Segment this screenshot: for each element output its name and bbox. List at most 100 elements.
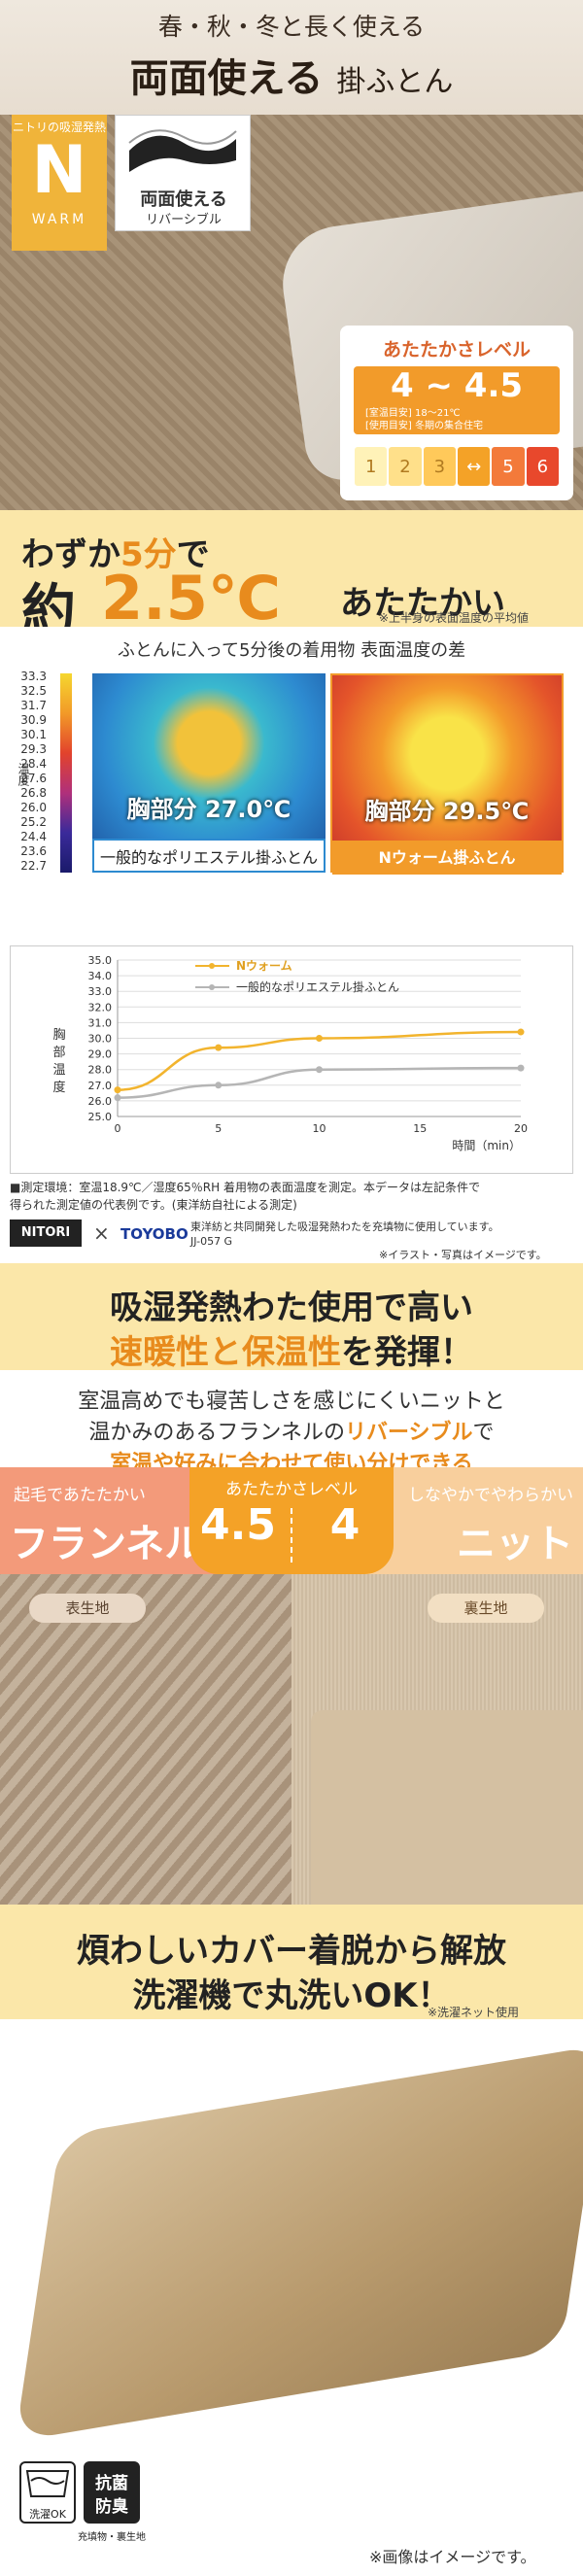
warmth-compare-divider <box>291 1508 292 1563</box>
nwarm-logo-icon: N <box>31 132 87 209</box>
warmth-scale: 1 2 3 ↔ 5 6 <box>354 446 560 487</box>
antibacterial-icon: 抗菌 防臭 <box>84 2461 140 2524</box>
image-note: ※イラスト・写真はイメージです。 <box>379 1249 547 1261</box>
chart-legend-marker <box>209 984 215 990</box>
headline-warm: あたたかい <box>340 584 505 623</box>
chart-y-label-char: 胸 <box>52 1028 65 1043</box>
headline-wash-section: 煩わしいカバー着脱から解放 洗濯機で丸洗いOK！ ※洗濯ネット使用 <box>0 1905 583 2019</box>
warmth-scale-cell: 3 <box>422 446 457 487</box>
chart-point <box>215 1044 223 1051</box>
front-fabric-tag: 表生地 <box>29 1594 146 1623</box>
warmth-scale-cell: ↔ <box>456 446 492 487</box>
measure-note-line1: ■測定環境：室温18.9℃／湿度65％RH 着用物の表面温度を測定。本データは左… <box>10 1181 480 1194</box>
reversible-line1: 両面使える <box>140 189 227 210</box>
temperature-scale-label: 27.6 <box>20 772 47 785</box>
measure-note: ■測定環境：室温18.9℃／湿度65％RH 着用物の表面温度を測定。本データは左… <box>10 1179 573 1214</box>
wash-ok-label: 洗濯OK <box>29 2508 66 2521</box>
warmth-compare-left: 4.5 <box>200 1500 276 1550</box>
chart-frame: 35.0 34.0 33.0 32.0 31.0 30.0 29.0 28.0 27.0 26.0… <box>10 945 573 1174</box>
reversible-desc-2b: で <box>472 1421 495 1445</box>
chart-y-tick: 25.0 <box>88 1111 113 1123</box>
antibacterial-caption: 充填物・裏生地 <box>78 2532 146 2543</box>
chart-legend-marker <box>209 963 215 969</box>
nitori-logo: NITORI <box>10 1219 82 1247</box>
toyobo-logo: TOYOBO <box>120 1225 189 1243</box>
moisture-headline-hl: 速暖性と保温性 <box>110 1333 341 1370</box>
reversible-desc-1: 室温高めでも寝苦しさを感じにくいニットと <box>78 1390 505 1414</box>
measure-note-line2: 得られた測定値の代表例です。(東洋紡自社による測定) <box>10 1198 297 1212</box>
temperature-scale-label: 30.9 <box>20 713 47 727</box>
wash-headline-1: 煩わしいカバー着脱から解放 <box>77 1932 506 1971</box>
headline-moisture-section: 吸湿発熱わた使用で高い 速暖性と保温性を発揮！ <box>0 1263 583 1370</box>
warmth-compare-badge: あたたかさレベル 4.5 4 <box>189 1467 394 1574</box>
reversible-desc-section: 室温高めでも寝苦しさを感じにくいニットと 温かみのあるフランネルのリバーシブルで… <box>0 1370 583 1467</box>
chart-y-tick: 27.0 <box>88 1080 113 1092</box>
chart-y-tick: 35.0 <box>88 954 113 967</box>
chart-point <box>316 1066 323 1074</box>
flannel-title: フランネル <box>10 1522 204 1566</box>
moisture-headline-1: 吸湿発熱わた使用で高い <box>110 1288 473 1327</box>
thermography-general-value: 胸部分 27.0℃ <box>126 796 292 823</box>
reversible-badge: 両面使える リバーシブル <box>115 115 251 231</box>
hero-title: 両面使える 掛ふとん <box>0 47 583 103</box>
warmth-scale-cell: 2 <box>388 446 423 487</box>
chart-series-line <box>117 1066 522 1099</box>
temperature-scale-label: 30.1 <box>20 728 47 741</box>
warmth-level-panel: あたたかさレベル 4 ~ 4.5 [室温目安] 18～21℃ [使用目安] 冬期… <box>340 326 573 500</box>
warmth-level-value: 4 ~ 4.5 <box>390 366 524 405</box>
headline-temp: 2.5℃ <box>101 563 281 627</box>
wash-headline-note: ※洗濯ネット使用 <box>428 2006 520 2019</box>
knit-fabric-fold <box>311 1710 583 1905</box>
toyobo-note: 東洋紡と共同開発した吸湿発熱わたを充填物に使用しています。 JJ-057 G <box>190 1219 499 1249</box>
temperature-scale-label: 25.2 <box>20 815 47 829</box>
image-note-bottom: ※画像はイメージです。 <box>369 2548 536 2566</box>
hero-title-main: 両面使える <box>129 56 324 101</box>
toyobo-note-line2: JJ-057 G <box>190 1235 233 1248</box>
reversible-desc-2: 温かみのあるフランネルのリバーシブルで <box>0 1415 583 1446</box>
thermography-nwarm-value: 胸部分 29.5℃ <box>364 798 530 825</box>
warmth-note-room: [室温目安] 18～21℃ <box>365 408 461 419</box>
antibacterial-label: 抗菌 <box>95 2474 128 2493</box>
reversible-desc-2a: 温かみのあるフランネルの <box>88 1421 345 1445</box>
warmth-level-title: あたたかさレベル <box>382 339 531 361</box>
temperature-scale-label: 26.8 <box>20 786 47 800</box>
chart-y-tick: 31.0 <box>88 1016 113 1029</box>
moisture-headline-2: 速暖性と保温性を発揮！ <box>0 1325 583 1370</box>
chart-y-tick: 34.0 <box>88 970 113 982</box>
warmth-scale-cell: 5 <box>491 446 526 487</box>
headline-temp-section: わずか5分で 約 2.5℃ あたたかい ※上半身の表面温度の平均値 <box>0 510 583 627</box>
nwarm-word: WARM <box>31 212 87 227</box>
thermography-nwarm: 胸部分 29.5℃ Nウォーム掛ふとん <box>330 673 564 875</box>
knit-subtitle: しなやかでやわらかい <box>408 1486 573 1505</box>
thermography-nwarm-caption: Nウォーム掛ふとん <box>332 841 562 875</box>
headline-5min-a: わずか <box>21 535 120 574</box>
temperature-scale-label: 22.7 <box>20 859 47 873</box>
duvet-image <box>15 2044 583 2442</box>
chart-series-line <box>117 1030 522 1091</box>
chart-point <box>316 1035 323 1042</box>
temperature-scale-label: 32.5 <box>20 684 47 698</box>
headline-5min: わずか5分で <box>21 528 210 575</box>
back-fabric-tag: 裏生地 <box>428 1594 544 1623</box>
flannel-subtitle: 起毛であたたかい <box>14 1486 146 1505</box>
chart-y-tick: 26.0 <box>88 1095 113 1108</box>
chart-x-tick: 20 <box>514 1122 528 1135</box>
reversible-desc-3: 室温や好みに合わせて使い分けできる <box>110 1452 473 1467</box>
chart-x-label: 時間（min） <box>452 1139 521 1152</box>
cross-icon: × <box>93 1221 110 1245</box>
chart-section: 35.0 34.0 33.0 32.0 31.0 30.0 29.0 28.0 27.0 26.0… <box>0 918 583 1263</box>
chart-x-tick: 5 <box>215 1122 222 1135</box>
temperature-scale-label: 23.6 <box>20 844 47 858</box>
wash-headline-2: 洗濯機で丸洗いOK！ <box>132 1976 451 2015</box>
brand-logos: NITORI × TOYOBO 東洋紡と共同開発した吸湿発熱わたを充填物に使用し… <box>10 1219 573 1249</box>
temperature-scale-label: 31.7 <box>20 699 47 712</box>
chart-y-label-char: 部 <box>52 1046 65 1060</box>
thermography-title: ふとんに入って5分後の着用物 表面温度の差 <box>117 640 466 661</box>
temperature-scale-bar <box>60 673 72 873</box>
chart-y-label-char: 度 <box>52 1080 65 1095</box>
chart-point <box>517 1064 525 1072</box>
chart-point <box>114 1086 121 1094</box>
washable-section: 洗濯OK 抗菌 防臭 充填物・裏生地 ※画像はイメージです。 <box>0 2019 583 2576</box>
headline-temp-note: ※上半身の表面温度の平均値 <box>379 611 530 625</box>
chart-y-tick: 28.0 <box>88 1064 113 1077</box>
